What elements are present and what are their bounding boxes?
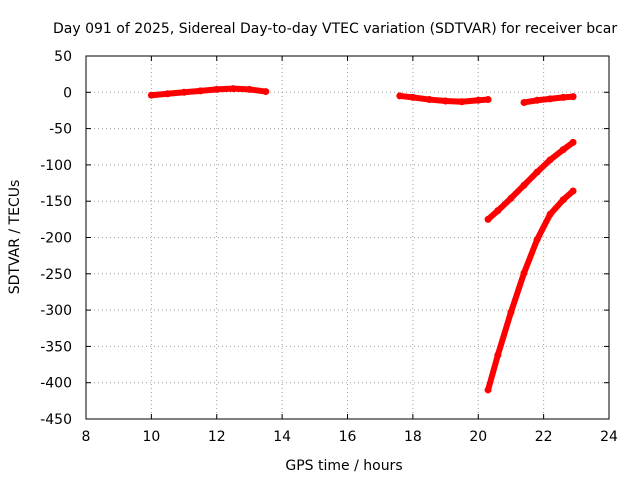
data-point (569, 93, 577, 101)
chart-title: Day 091 of 2025, Sidereal Day-to-day VTE… (53, 21, 617, 37)
axis-ticks: 8 10 12 14 16 18 20 22 24 50 0 -50 -100 -150 -200 -250 -… (40, 49, 618, 445)
data-point (494, 207, 502, 215)
data-point (458, 98, 466, 106)
data-point (484, 96, 492, 104)
data-point (180, 88, 188, 96)
x-tick-label: 8 (82, 429, 91, 445)
y-tick-label: -150 (40, 194, 72, 210)
data-series (147, 85, 577, 394)
data-point (546, 210, 554, 218)
y-tick-label: 50 (54, 49, 72, 65)
data-point (262, 88, 270, 96)
data-point (533, 236, 541, 244)
x-tick-label: 22 (535, 429, 553, 445)
y-tick-label: -200 (40, 231, 72, 247)
grid (86, 56, 609, 419)
data-point (559, 146, 567, 154)
data-point (546, 95, 554, 103)
data-point (520, 98, 528, 106)
data-point (196, 87, 204, 95)
data-point (484, 215, 492, 223)
x-tick-label: 10 (142, 429, 160, 445)
data-point (164, 90, 172, 98)
data-point (474, 96, 482, 104)
data-point (569, 187, 577, 195)
series-line-4 (486, 139, 575, 222)
data-point (546, 156, 554, 164)
x-tick-label: 24 (600, 429, 618, 445)
series-line-5 (485, 188, 576, 391)
data-point (559, 196, 567, 204)
y-axis-label: SDTVAR / TECUs (7, 180, 23, 295)
data-point (425, 96, 433, 104)
data-point (507, 308, 515, 316)
data-point (559, 93, 567, 101)
data-point (569, 138, 577, 146)
y-tick-label: -250 (40, 267, 72, 283)
data-point (245, 85, 253, 93)
x-axis-label: GPS time / hours (285, 458, 402, 474)
x-tick-label: 14 (273, 429, 291, 445)
y-tick-label: 0 (63, 85, 72, 101)
y-tick-label: -50 (49, 122, 72, 138)
data-point (533, 96, 541, 104)
data-point (396, 92, 404, 100)
x-tick-label: 12 (208, 429, 226, 445)
data-point (520, 269, 528, 277)
x-tick-label: 16 (339, 429, 357, 445)
data-point (147, 91, 155, 99)
y-tick-label: -300 (40, 303, 72, 319)
y-tick-label: -350 (40, 339, 72, 355)
data-point (533, 168, 541, 176)
data-point (507, 194, 515, 202)
data-point (484, 386, 492, 394)
data-point (409, 93, 417, 101)
data-point (229, 85, 237, 93)
data-point (494, 351, 502, 359)
data-point (442, 97, 450, 105)
y-tick-label: -450 (40, 412, 72, 428)
data-point (520, 181, 528, 189)
data-point (213, 85, 221, 93)
x-tick-label: 20 (469, 429, 487, 445)
x-tick-label: 18 (404, 429, 422, 445)
y-tick-label: -100 (40, 158, 72, 174)
y-tick-label: -400 (40, 376, 72, 392)
